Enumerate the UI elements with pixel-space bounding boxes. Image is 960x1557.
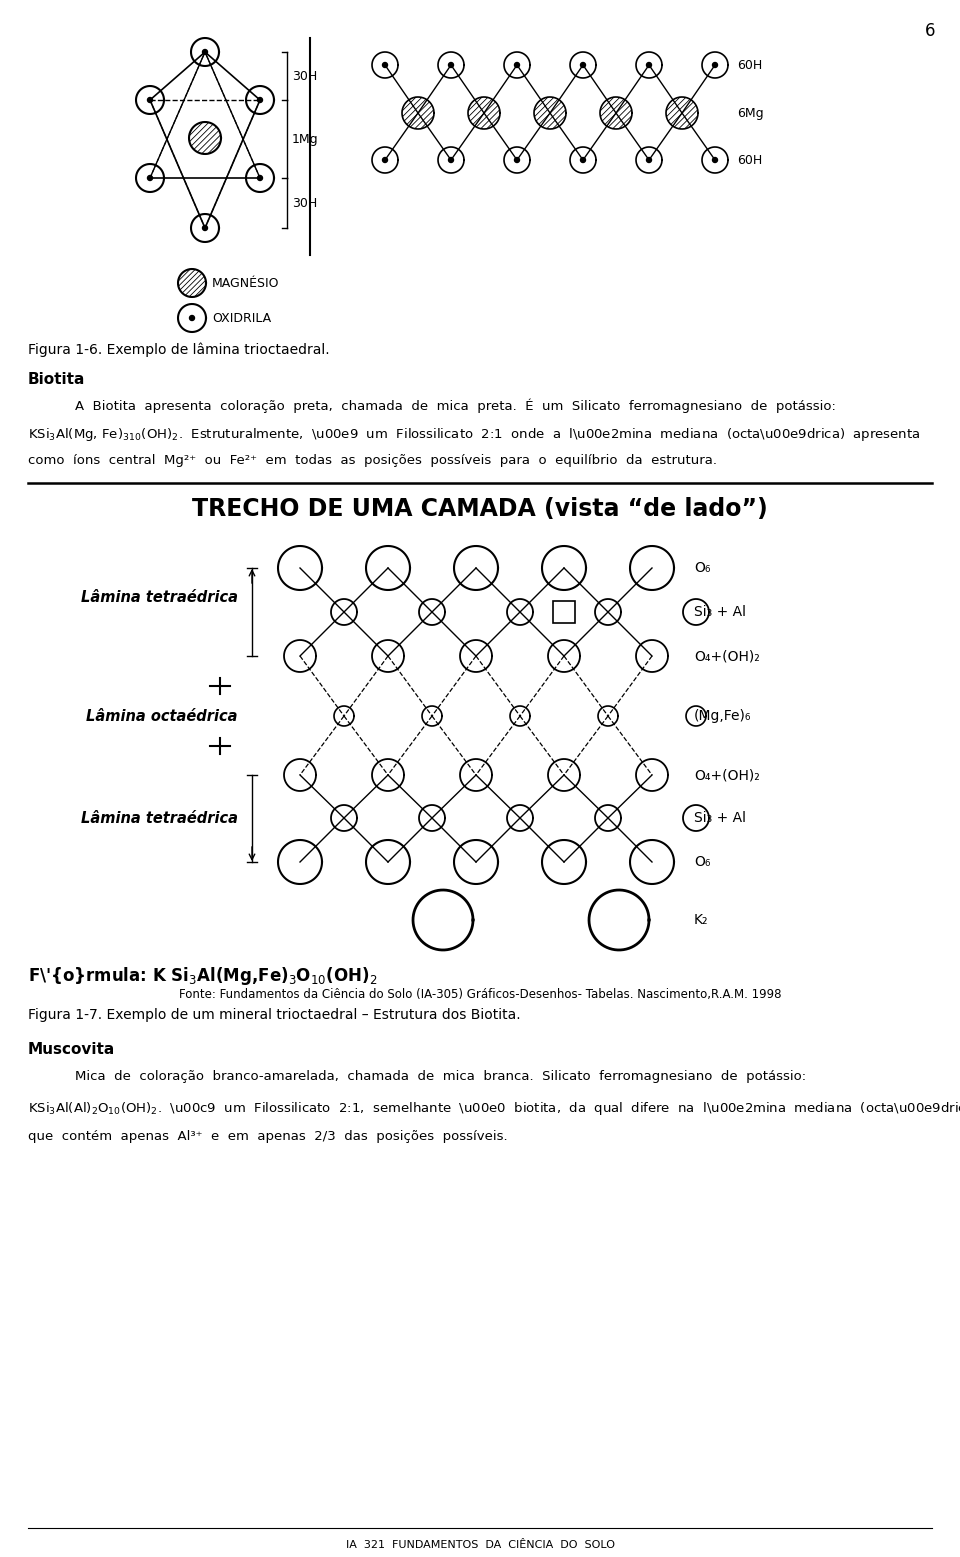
Circle shape: [382, 62, 388, 67]
Text: O₄+(OH)₂: O₄+(OH)₂: [694, 649, 759, 663]
Circle shape: [515, 157, 519, 162]
Circle shape: [712, 62, 717, 67]
Text: 30H: 30H: [292, 70, 317, 83]
Text: Figura 1-6. Exemplo de lâmina trioctaedral.: Figura 1-6. Exemplo de lâmina trioctaedr…: [28, 343, 329, 357]
Circle shape: [203, 50, 207, 54]
Circle shape: [189, 316, 195, 321]
Text: O₆: O₆: [694, 855, 710, 869]
Text: 30H: 30H: [292, 196, 317, 210]
Text: 60H: 60H: [737, 154, 762, 167]
Text: F\'{o}rmula: K Si$_3$Al(Mg,Fe)$_3$O$_{10}$(OH)$_2$: F\'{o}rmula: K Si$_3$Al(Mg,Fe)$_3$O$_{10…: [28, 965, 377, 987]
Text: 60H: 60H: [737, 59, 762, 72]
Text: Figura 1-7. Exemplo de um mineral trioctaedral – Estrutura dos Biotita.: Figura 1-7. Exemplo de um mineral trioct…: [28, 1007, 520, 1021]
Circle shape: [148, 98, 153, 103]
Circle shape: [581, 157, 586, 162]
Circle shape: [515, 62, 519, 67]
Text: O₆: O₆: [694, 561, 710, 575]
Text: Biotita: Biotita: [28, 372, 85, 388]
Circle shape: [712, 157, 717, 162]
Circle shape: [148, 176, 153, 181]
Text: 6: 6: [924, 22, 935, 40]
Text: Fonte: Fundamentos da Ciência do Solo (IA-305) Gráficos-Desenhos- Tabelas. Nasci: Fonte: Fundamentos da Ciência do Solo (I…: [179, 989, 781, 1001]
Circle shape: [646, 157, 652, 162]
Text: 1Mg: 1Mg: [292, 132, 319, 145]
Text: Mica  de  coloração  branco-amarelada,  chamada  de  mica  branca.  Silicato  fe: Mica de coloração branco-amarelada, cham…: [75, 1070, 806, 1084]
Text: KSi$_3$Al(Al)$_2$O$_{10}$(OH)$_2$.  \u00c9  um  Filossilicato  2:1,  semelhante : KSi$_3$Al(Al)$_2$O$_{10}$(OH)$_2$. \u00c…: [28, 1099, 960, 1116]
Text: K₂: K₂: [694, 912, 708, 926]
Text: A  ⁠Biotita⁠  apresenta  coloração  preta,  chamada  de  mica  preta.  É  um  Si: A ⁠Biotita⁠ apresenta coloração preta, c…: [75, 399, 836, 413]
Text: Lâmina tetraédrica: Lâmina tetraédrica: [81, 811, 238, 827]
Text: O₄+(OH)₂: O₄+(OH)₂: [694, 768, 759, 782]
Text: que  contém  apenas  Al³⁺  e  em  apenas  2/3  das  posições  possíveis.: que contém apenas Al³⁺ e em apenas 2/3 d…: [28, 1130, 508, 1143]
Circle shape: [448, 62, 453, 67]
Text: Si₃ + Al: Si₃ + Al: [694, 811, 746, 825]
Text: IA  321  FUNDAMENTOS  DA  CIÊNCIA  DO  SOLO: IA 321 FUNDAMENTOS DA CIÊNCIA DO SOLO: [346, 1540, 614, 1551]
Circle shape: [646, 62, 652, 67]
Text: como  íons  central  Mg²⁺  ou  Fe²⁺  em  todas  as  posições  possíveis  para  o: como íons central Mg²⁺ ou Fe²⁺ em todas …: [28, 455, 717, 467]
Text: TRECHO DE UMA CAMADA (vista “de lado”): TRECHO DE UMA CAMADA (vista “de lado”): [192, 497, 768, 522]
Circle shape: [257, 176, 262, 181]
Text: MAGNÉSIO: MAGNÉSIO: [212, 277, 279, 290]
Text: Lâmina tetraédrica: Lâmina tetraédrica: [81, 590, 238, 604]
Text: Si₃ + Al: Si₃ + Al: [694, 606, 746, 620]
Text: KSi$_3$Al(Mg, Fe)$_3$$_{10}$(OH)$_2$.  Estruturalmente,  \u00e9  um  Filossilica: KSi$_3$Al(Mg, Fe)$_3$$_{10}$(OH)$_2$. Es…: [28, 427, 921, 444]
Text: (Mg,Fe)₆: (Mg,Fe)₆: [694, 708, 752, 722]
Bar: [553, 601, 575, 623]
Text: Muscovita: Muscovita: [28, 1042, 115, 1057]
Circle shape: [382, 157, 388, 162]
Circle shape: [203, 226, 207, 230]
Text: 6Mg: 6Mg: [737, 106, 763, 120]
Circle shape: [257, 98, 262, 103]
Circle shape: [448, 157, 453, 162]
Text: Lâmina octaédrica: Lâmina octaédrica: [86, 708, 238, 724]
Circle shape: [581, 62, 586, 67]
Text: OXIDRILA: OXIDRILA: [212, 311, 271, 324]
